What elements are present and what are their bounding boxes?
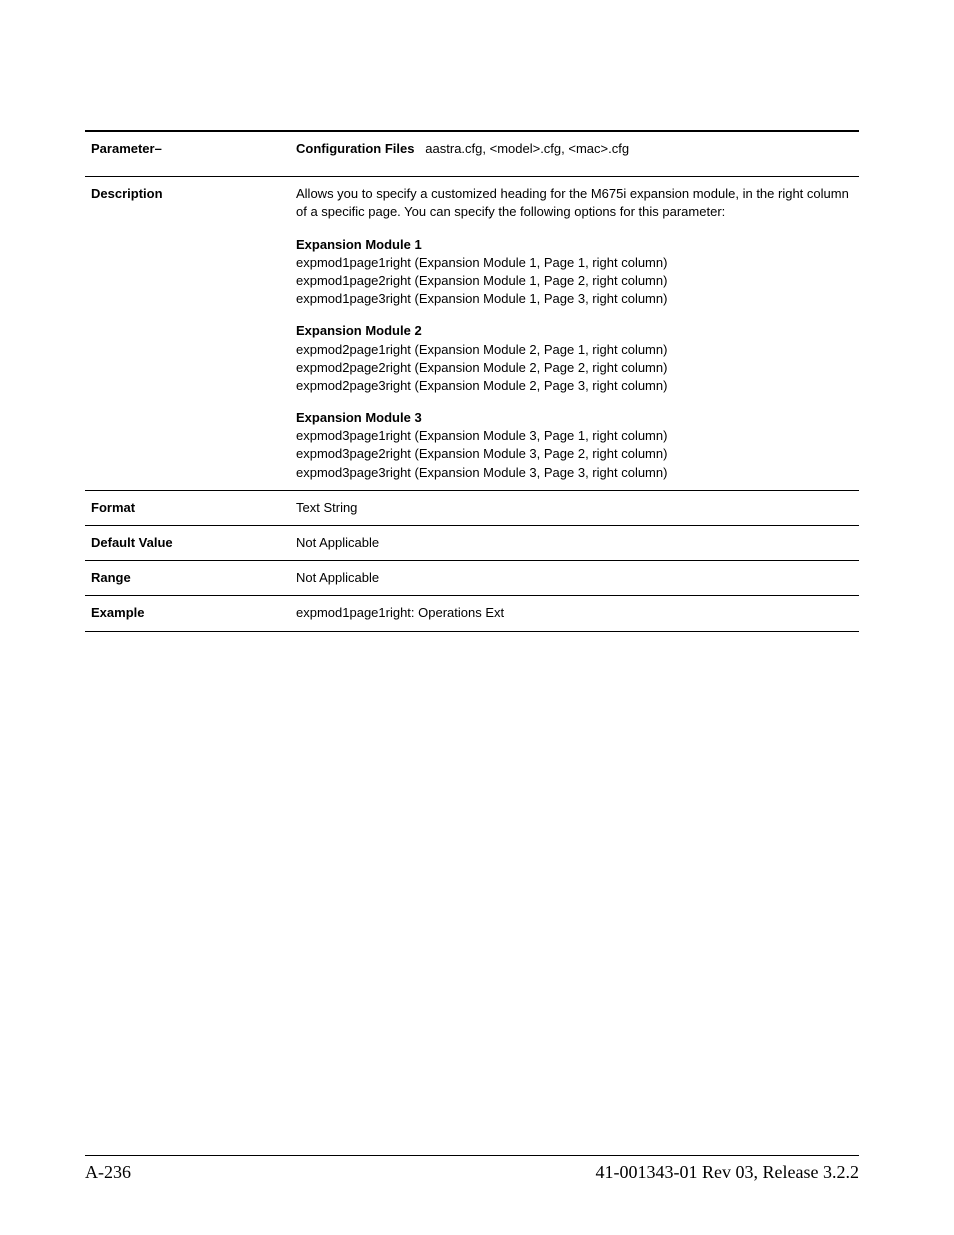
module-title: Expansion Module 1 bbox=[296, 236, 853, 254]
module-line: expmod3page1right (Expansion Module 3, P… bbox=[296, 427, 853, 445]
module-title: Expansion Module 3 bbox=[296, 409, 853, 427]
value-example: expmod1page1right: Operations Ext bbox=[290, 596, 859, 631]
module-line: expmod3page3right (Expansion Module 3, P… bbox=[296, 464, 853, 482]
value-default-value: Not Applicable bbox=[290, 526, 859, 561]
label-description: Description bbox=[85, 177, 290, 491]
value-parameter: Configuration Files aastra.cfg, <model>.… bbox=[290, 131, 859, 177]
row-format: Format Text String bbox=[85, 490, 859, 525]
module-line: expmod2page2right (Expansion Module 2, P… bbox=[296, 359, 853, 377]
label-example: Example bbox=[85, 596, 290, 631]
module-line: expmod1page1right (Expansion Module 1, P… bbox=[296, 254, 853, 272]
row-range: Range Not Applicable bbox=[85, 561, 859, 596]
config-files-label: Configuration Files bbox=[296, 141, 414, 156]
module-line: expmod2page3right (Expansion Module 2, P… bbox=[296, 377, 853, 395]
row-parameter: Parameter– Configuration Files aastra.cf… bbox=[85, 131, 859, 177]
module-line: expmod2page1right (Expansion Module 2, P… bbox=[296, 341, 853, 359]
label-default-value: Default Value bbox=[85, 526, 290, 561]
label-format: Format bbox=[85, 490, 290, 525]
module-block-1: Expansion Module 1 expmod1page1right (Ex… bbox=[296, 236, 853, 309]
row-example: Example expmod1page1right: Operations Ex… bbox=[85, 596, 859, 631]
label-parameter: Parameter– bbox=[85, 131, 290, 177]
module-line: expmod1page3right (Expansion Module 1, P… bbox=[296, 290, 853, 308]
label-range: Range bbox=[85, 561, 290, 596]
description-intro: Allows you to specify a customized headi… bbox=[296, 185, 853, 221]
value-description: Allows you to specify a customized headi… bbox=[290, 177, 859, 491]
value-format: Text String bbox=[290, 490, 859, 525]
footer-doc-id: 41-001343-01 Rev 03, Release 3.2.2 bbox=[596, 1162, 859, 1183]
value-range: Not Applicable bbox=[290, 561, 859, 596]
module-title: Expansion Module 2 bbox=[296, 322, 853, 340]
row-description: Description Allows you to specify a cust… bbox=[85, 177, 859, 491]
config-files-value: aastra.cfg, <model>.cfg, <mac>.cfg bbox=[425, 141, 629, 156]
footer-page-number: A-236 bbox=[85, 1162, 131, 1183]
module-block-2: Expansion Module 2 expmod2page1right (Ex… bbox=[296, 322, 853, 395]
module-line: expmod3page2right (Expansion Module 3, P… bbox=[296, 445, 853, 463]
page-footer: A-236 41-001343-01 Rev 03, Release 3.2.2 bbox=[85, 1155, 859, 1183]
module-line: expmod1page2right (Expansion Module 1, P… bbox=[296, 272, 853, 290]
row-default-value: Default Value Not Applicable bbox=[85, 526, 859, 561]
parameter-table: Parameter– Configuration Files aastra.cf… bbox=[85, 130, 859, 632]
module-block-3: Expansion Module 3 expmod3page1right (Ex… bbox=[296, 409, 853, 482]
